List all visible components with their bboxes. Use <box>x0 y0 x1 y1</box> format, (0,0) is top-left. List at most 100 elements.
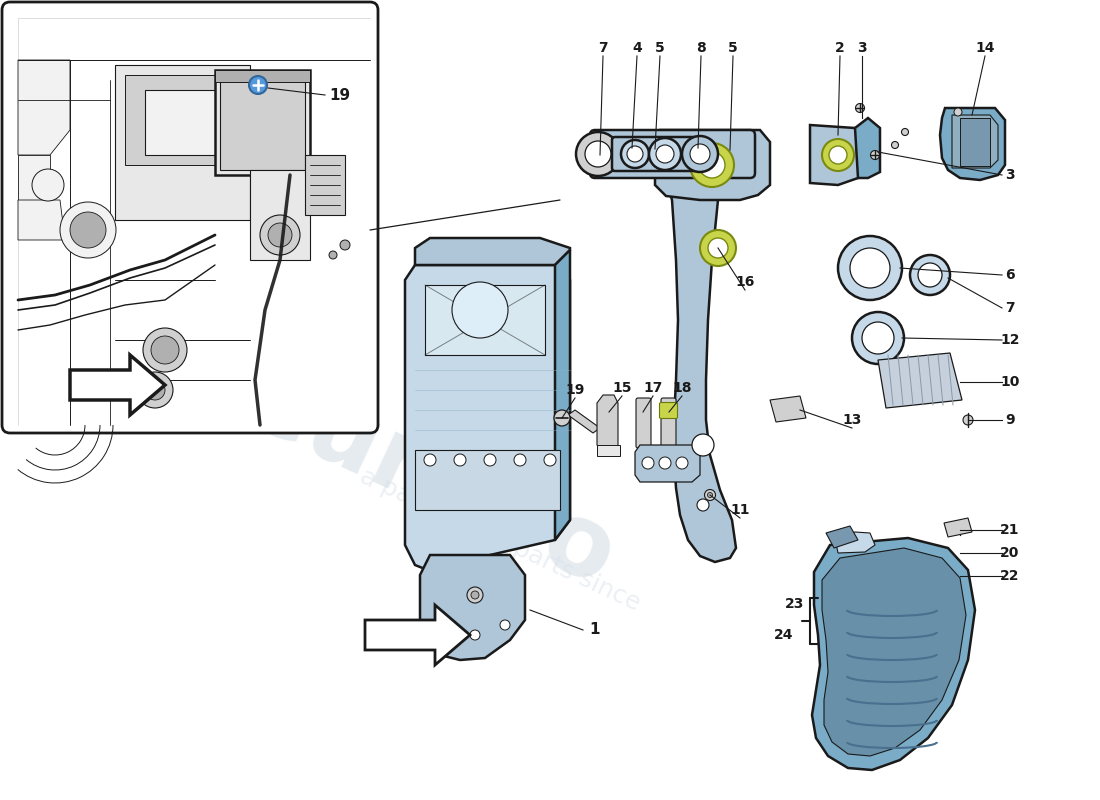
Circle shape <box>434 625 446 635</box>
Text: 8: 8 <box>696 41 706 55</box>
Circle shape <box>704 490 715 501</box>
Circle shape <box>145 380 165 400</box>
Text: 14: 14 <box>976 41 994 55</box>
Circle shape <box>500 620 510 630</box>
Polygon shape <box>940 108 1005 180</box>
Text: 5: 5 <box>728 41 738 55</box>
Circle shape <box>138 372 173 408</box>
FancyBboxPatch shape <box>660 402 678 418</box>
Circle shape <box>268 223 292 247</box>
Text: 18: 18 <box>672 381 692 395</box>
Circle shape <box>471 591 478 599</box>
Polygon shape <box>214 70 310 175</box>
Text: 1: 1 <box>590 622 601 638</box>
Circle shape <box>891 142 899 149</box>
FancyBboxPatch shape <box>636 398 651 448</box>
Circle shape <box>70 212 106 248</box>
Text: a passion for parts since: a passion for parts since <box>356 464 645 616</box>
Text: 17: 17 <box>644 381 662 395</box>
FancyBboxPatch shape <box>612 137 698 171</box>
Polygon shape <box>568 410 600 433</box>
Text: europo: europo <box>230 352 630 608</box>
Text: 15: 15 <box>613 381 631 395</box>
Text: 3: 3 <box>1005 168 1015 182</box>
Polygon shape <box>415 238 570 265</box>
Circle shape <box>468 587 483 603</box>
Circle shape <box>856 103 865 113</box>
Circle shape <box>829 146 847 164</box>
Circle shape <box>452 282 508 338</box>
Polygon shape <box>18 155 50 200</box>
Circle shape <box>682 136 718 172</box>
Polygon shape <box>654 130 770 200</box>
Text: 5: 5 <box>656 41 664 55</box>
Polygon shape <box>250 170 310 260</box>
Circle shape <box>870 150 880 159</box>
Text: 7: 7 <box>598 41 608 55</box>
Circle shape <box>649 138 681 170</box>
Text: 7: 7 <box>1005 301 1015 315</box>
Text: 23: 23 <box>785 597 805 611</box>
Text: 21: 21 <box>1000 523 1020 537</box>
Polygon shape <box>415 450 560 510</box>
Polygon shape <box>855 118 880 178</box>
Text: 19: 19 <box>329 87 351 102</box>
Bar <box>960 118 990 166</box>
Circle shape <box>329 251 337 259</box>
Polygon shape <box>556 250 570 540</box>
Text: 2: 2 <box>835 41 845 55</box>
Text: 3: 3 <box>857 41 867 55</box>
Circle shape <box>700 230 736 266</box>
Polygon shape <box>635 445 700 482</box>
Circle shape <box>470 630 480 640</box>
Circle shape <box>690 144 710 164</box>
Circle shape <box>60 202 116 258</box>
Circle shape <box>697 499 710 511</box>
Circle shape <box>690 143 734 187</box>
Polygon shape <box>420 555 525 660</box>
Circle shape <box>514 454 526 466</box>
Text: inc.: inc. <box>411 567 469 613</box>
Polygon shape <box>770 396 806 422</box>
Polygon shape <box>810 125 870 185</box>
FancyBboxPatch shape <box>590 130 755 178</box>
Circle shape <box>454 454 466 466</box>
Polygon shape <box>425 285 544 355</box>
Text: 12: 12 <box>1000 333 1020 347</box>
Text: 10: 10 <box>1000 375 1020 389</box>
Polygon shape <box>822 548 966 756</box>
Circle shape <box>838 236 902 300</box>
Polygon shape <box>812 538 975 770</box>
Text: 6: 6 <box>1005 268 1015 282</box>
Polygon shape <box>145 90 226 155</box>
Polygon shape <box>658 132 736 562</box>
Circle shape <box>910 255 950 295</box>
Polygon shape <box>18 60 70 155</box>
Polygon shape <box>597 445 620 456</box>
Text: 19: 19 <box>565 383 585 397</box>
Circle shape <box>962 415 974 425</box>
Circle shape <box>852 312 904 364</box>
Circle shape <box>621 140 649 168</box>
Polygon shape <box>116 65 250 220</box>
Text: 9: 9 <box>1005 413 1015 427</box>
Circle shape <box>260 215 300 255</box>
Text: 24: 24 <box>774 628 794 642</box>
Circle shape <box>676 457 688 469</box>
Polygon shape <box>18 200 65 240</box>
Circle shape <box>576 132 620 176</box>
Circle shape <box>659 457 671 469</box>
Text: 22: 22 <box>1000 569 1020 583</box>
Polygon shape <box>405 265 570 575</box>
Circle shape <box>484 454 496 466</box>
Circle shape <box>544 454 556 466</box>
Polygon shape <box>365 605 470 665</box>
Circle shape <box>822 139 854 171</box>
Circle shape <box>692 434 714 456</box>
FancyBboxPatch shape <box>661 398 676 448</box>
Circle shape <box>698 152 725 178</box>
Polygon shape <box>597 395 618 455</box>
Polygon shape <box>125 75 240 165</box>
Circle shape <box>708 238 728 258</box>
Circle shape <box>918 263 942 287</box>
